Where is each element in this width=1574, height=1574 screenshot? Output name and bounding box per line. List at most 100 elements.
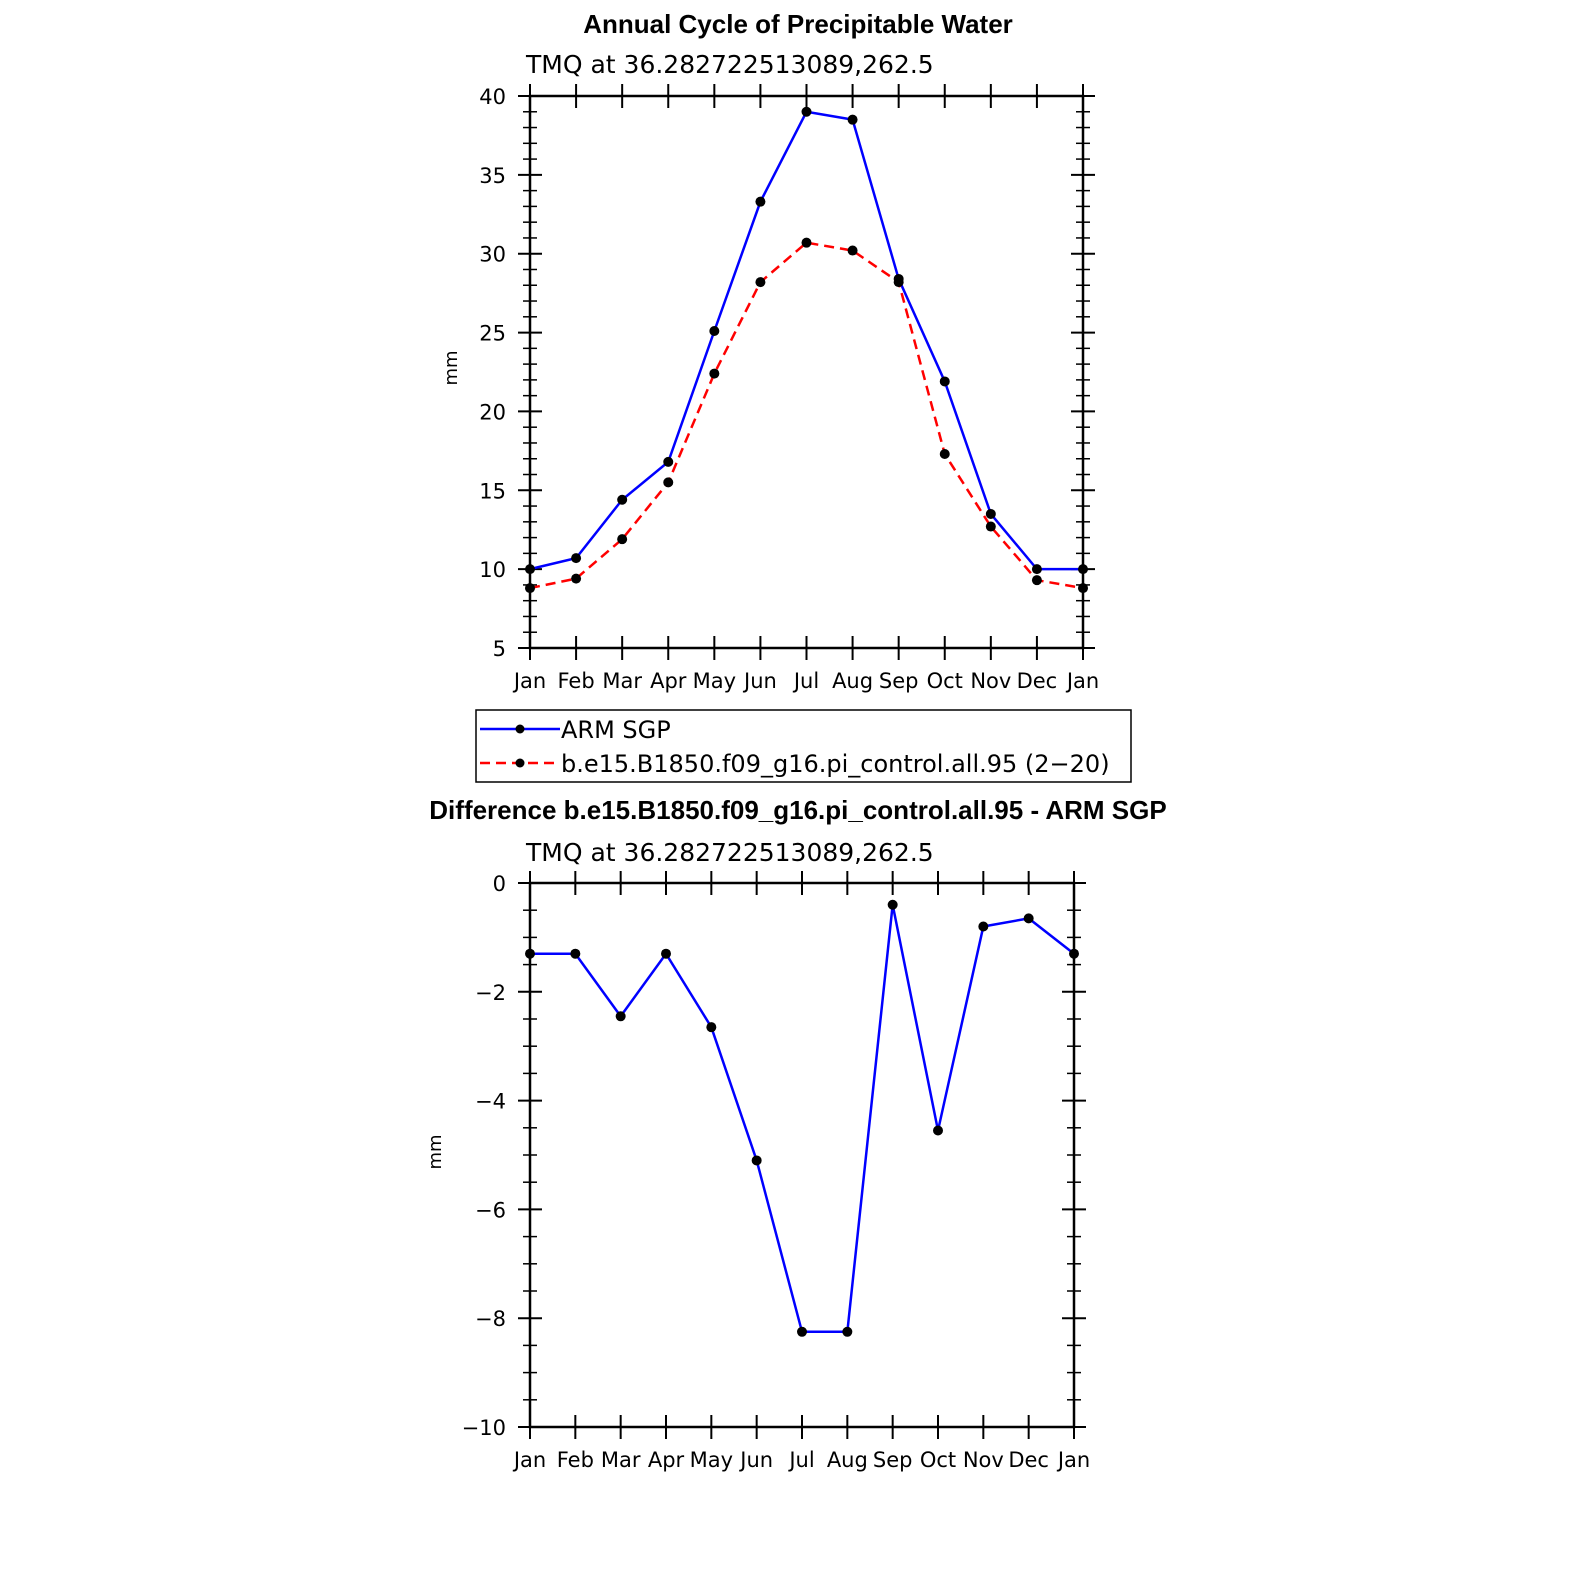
y-tick-label: 15	[479, 479, 506, 503]
y-tick-label: −10	[462, 1416, 506, 1440]
x-tick-label: Jan	[512, 1448, 546, 1472]
series-line-0	[529, 110, 1083, 571]
series-0-point	[801, 106, 812, 117]
series-line-0	[530, 904, 1075, 1334]
x-tick-label: Apr	[650, 669, 687, 693]
series-0-point	[617, 494, 628, 505]
legend-marker-model	[515, 758, 525, 768]
series-line-1	[529, 241, 1084, 590]
chart1-subtitle: TMQ at 36.282722513089,262.5	[525, 50, 934, 79]
series-0-point	[751, 1155, 762, 1166]
series-1-point	[709, 368, 720, 379]
x-tick-label: Oct	[920, 1448, 956, 1472]
x-tick-label: Jan	[512, 669, 546, 693]
x-tick-label: Feb	[557, 669, 594, 693]
x-tick-label: Nov	[963, 1448, 1004, 1472]
legend-label-arm-sgp: ARM SGP	[561, 716, 671, 744]
x-tick-label: Jul	[792, 669, 819, 693]
series-0-point	[1023, 913, 1034, 924]
x-tick-label: May	[693, 669, 736, 693]
x-tick-label: Nov	[970, 669, 1011, 693]
series-0-point	[570, 948, 581, 959]
series-1-point	[893, 277, 904, 288]
x-tick-label: Apr	[648, 1448, 685, 1472]
series-0-point	[615, 1011, 626, 1022]
x-tick-label: Jan	[1056, 1448, 1090, 1472]
series-1-point	[1031, 575, 1042, 586]
series-0-point	[887, 899, 898, 910]
series-1-point	[939, 449, 950, 460]
series-1-point	[985, 521, 996, 532]
x-tick-label: Aug	[827, 1448, 868, 1472]
chart2-ylabel: mm	[425, 1134, 446, 1169]
series-1-point	[801, 237, 812, 248]
series-1-point	[847, 245, 858, 256]
x-tick-label: Jun	[738, 1448, 773, 1472]
plot-frame	[528, 881, 1076, 1429]
chart2-plot-area	[528, 881, 1076, 1429]
series-0-point	[663, 456, 674, 467]
x-tick-label: Jul	[787, 1448, 814, 1472]
series-0-point	[847, 114, 858, 125]
x-tick-label: Oct	[927, 669, 963, 693]
x-tick-label: Mar	[602, 669, 642, 693]
chart2-title: Difference b.e15.B1850.f09_g16.pi_contro…	[429, 795, 1166, 825]
x-tick-label: Dec	[1017, 669, 1058, 693]
series-0-point	[571, 553, 582, 564]
series-1-point	[663, 477, 674, 488]
x-tick-label: Feb	[557, 1448, 594, 1472]
chart2-y-axis: −10 −8 −6 −4 −2 0	[462, 872, 1086, 1440]
series-1-point	[617, 534, 628, 545]
x-tick-label: Jun	[742, 669, 777, 693]
series-1-point	[755, 277, 766, 288]
chart1-y-axis: 5 10 15 20 25 30 35 40	[479, 85, 1095, 661]
x-tick-label: Jan	[1065, 669, 1099, 693]
y-tick-label: −4	[475, 1090, 506, 1114]
y-tick-label: 25	[479, 322, 506, 346]
x-tick-label: May	[690, 1448, 733, 1472]
chart1-x-axis: Jan Feb Mar Apr May Jun Jul Aug Sep Oct Nov Dec Jan	[512, 84, 1099, 693]
series-0-point	[797, 1326, 807, 1337]
plot-frame	[528, 94, 1085, 650]
chart2-subtitle: TMQ at 36.282722513089,262.5	[525, 838, 934, 867]
chart-difference: Difference b.e15.B1850.f09_g16.pi_contro…	[425, 795, 1167, 1472]
y-tick-label: 0	[493, 872, 506, 896]
y-tick-label: 5	[493, 637, 506, 661]
y-tick-label: −6	[475, 1198, 506, 1222]
x-tick-label: Sep	[879, 669, 919, 693]
series-0-point	[709, 325, 720, 336]
series-0-point	[706, 1022, 717, 1033]
series-0-point	[525, 564, 535, 575]
x-tick-label: Mar	[601, 1448, 641, 1472]
series-0-point	[978, 921, 989, 932]
series-0-point	[755, 196, 766, 207]
series-0-point	[985, 508, 996, 519]
chart1-series	[525, 106, 1088, 594]
x-tick-label: Dec	[1008, 1448, 1049, 1472]
series-1-point	[1078, 583, 1088, 594]
x-tick-label: Sep	[873, 1448, 913, 1472]
y-tick-label: −2	[475, 981, 506, 1005]
chart1-ylabel: mm	[441, 350, 462, 385]
series-0-point	[933, 1125, 943, 1136]
legend-label-model: b.e15.B1850.f09_g16.pi_control.all.95 (2…	[561, 750, 1110, 778]
y-tick-label: 35	[479, 164, 506, 188]
chart1-legend: ARM SGP b.e15.B1850.f09_g16.pi_control.a…	[475, 709, 1132, 783]
series-0-point	[525, 948, 535, 959]
series-0-point	[1078, 564, 1088, 575]
y-tick-label: 10	[479, 558, 506, 582]
series-0-point	[1069, 948, 1079, 959]
y-tick-label: 40	[479, 85, 506, 109]
x-tick-label: Aug	[832, 669, 873, 693]
legend-box	[475, 709, 1132, 783]
legend-marker-arm-sgp	[515, 724, 525, 734]
y-tick-label: 30	[479, 243, 506, 267]
series-0-point	[661, 948, 671, 959]
series-0-point	[1031, 564, 1042, 575]
y-tick-label: 20	[479, 400, 506, 424]
series-1-point	[571, 573, 582, 584]
chart1-title: Annual Cycle of Precipitable Water	[583, 9, 1013, 39]
series-1-point	[525, 583, 535, 594]
series-0-point	[842, 1326, 853, 1337]
